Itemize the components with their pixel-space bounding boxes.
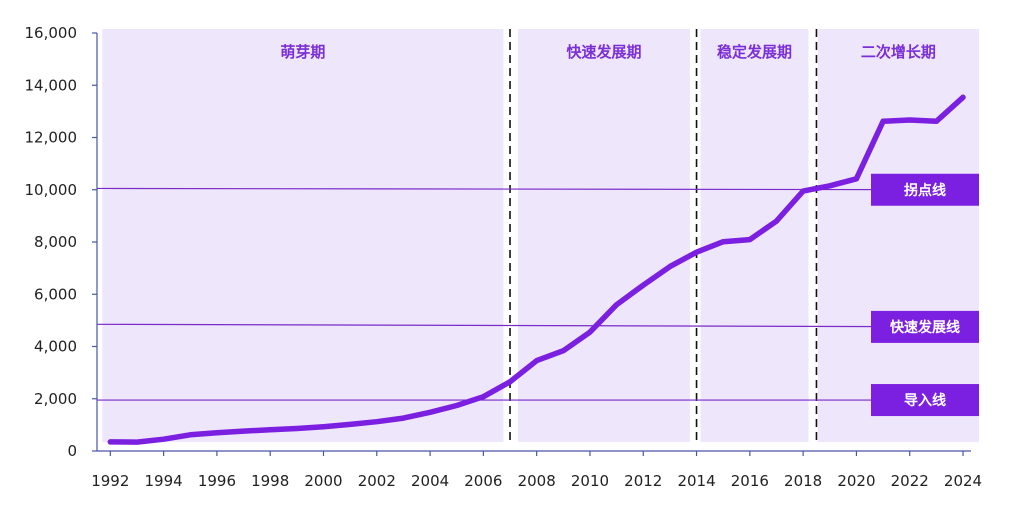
reference-label: 拐点线 <box>904 182 946 199</box>
y-tick-label: 6,000 <box>34 285 77 303</box>
x-tick-label: 2008 <box>518 472 556 490</box>
phase-bands <box>102 29 979 442</box>
x-tick-label: 2012 <box>624 472 662 490</box>
x-tick-label: 2016 <box>731 472 769 490</box>
phase-labels: 萌芽期 快速发展期 稳定发展期 二次增长期 <box>280 43 936 61</box>
phase-dividers <box>509 29 818 442</box>
y-tick-label: 8,000 <box>34 233 77 251</box>
x-tick-label: 2000 <box>304 472 342 490</box>
y-tick-label: 2,000 <box>34 390 77 408</box>
y-tick-label: 4,000 <box>34 338 77 356</box>
x-tick-label: 2010 <box>571 472 609 490</box>
x-tick-label: 2022 <box>891 472 929 490</box>
reference-label: 快速发展线 <box>890 319 960 336</box>
x-tick-label: 2014 <box>677 472 715 490</box>
x-tick-label: 2018 <box>784 472 822 490</box>
phase-band <box>102 29 504 442</box>
series-group <box>107 94 966 445</box>
x-tick-label: 1998 <box>251 472 289 490</box>
reference-label-box <box>871 173 979 206</box>
reference-lines <box>96 187 980 401</box>
reference-line <box>96 187 980 191</box>
phase-label: 萌芽期 <box>280 43 325 61</box>
x-tick-label: 2024 <box>944 472 982 490</box>
reference-label-box <box>871 310 979 343</box>
phase-label: 稳定发展期 <box>717 43 792 61</box>
reference-label: 导入线 <box>904 392 946 409</box>
x-tick-label: 2006 <box>464 472 502 490</box>
phase-band <box>518 29 690 442</box>
x-tick-label: 1994 <box>145 472 183 490</box>
phase-label: 快速发展期 <box>566 43 641 61</box>
y-tick-label: 16,000 <box>25 24 78 42</box>
y-tick-label: 14,000 <box>25 76 78 94</box>
x-tick-label: 1996 <box>198 472 236 490</box>
x-tick-label: 2002 <box>358 472 396 490</box>
axes: 0 2,000 4,000 6,000 8,000 10,000 12,000 14,000 1… <box>25 24 983 490</box>
y-tick-label: 12,000 <box>25 129 78 147</box>
x-tick-label: 2020 <box>837 472 875 490</box>
x-tick-label: 2004 <box>411 472 449 490</box>
y-tick-label: 0 <box>67 442 77 460</box>
phase-band <box>817 29 979 442</box>
y-tick-label: 10,000 <box>25 181 78 199</box>
reference-label-box <box>871 384 979 417</box>
series-line <box>107 94 966 445</box>
phase-label: 二次增长期 <box>861 43 936 61</box>
x-tick-label: 1992 <box>91 472 129 490</box>
reference-line <box>96 323 980 328</box>
